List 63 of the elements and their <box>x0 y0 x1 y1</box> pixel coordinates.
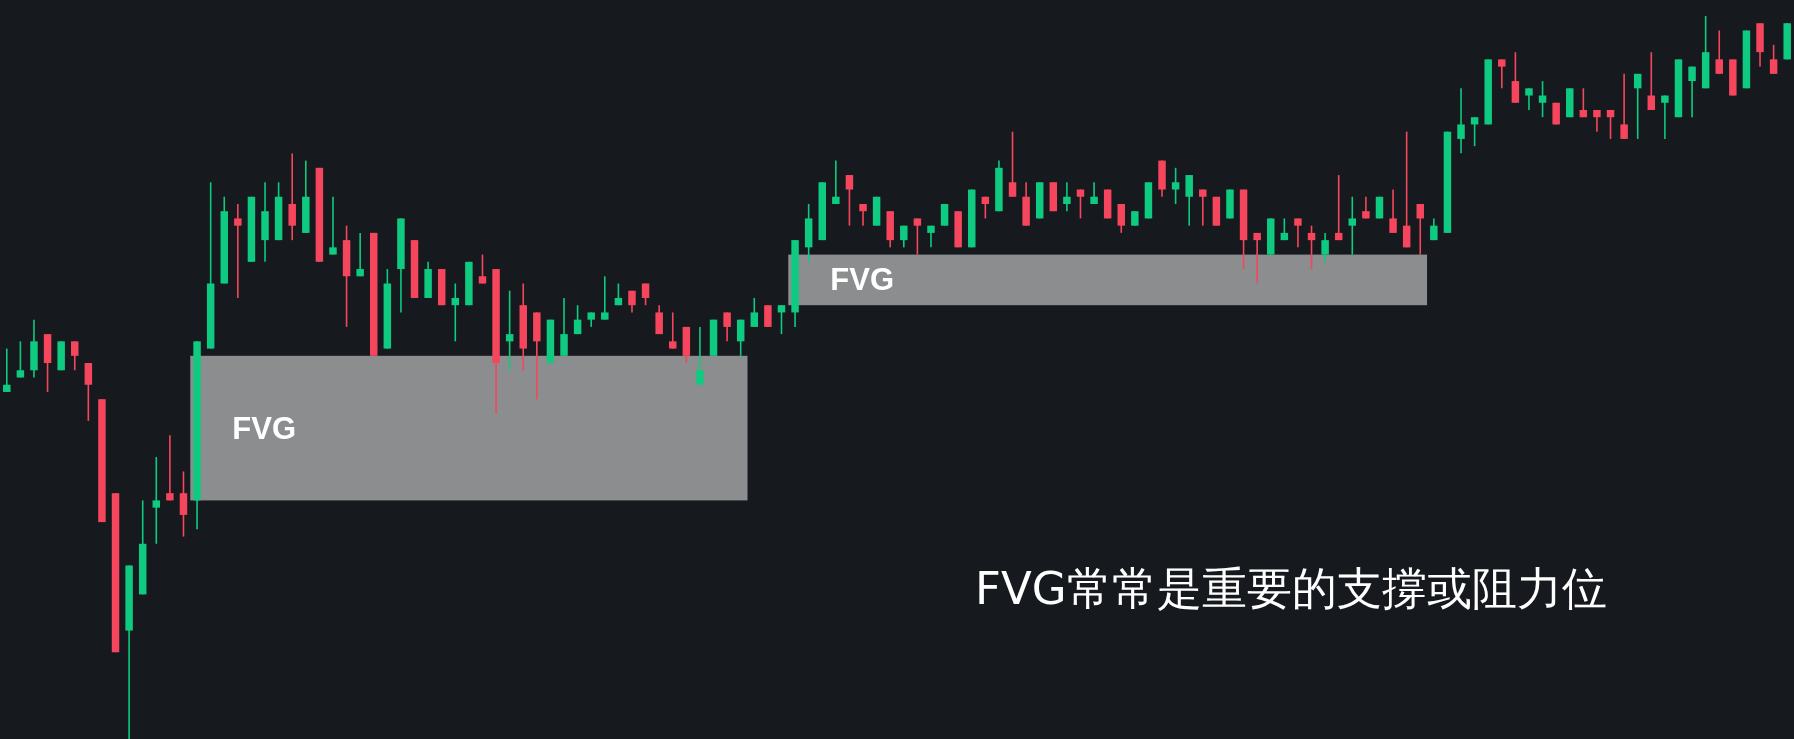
candlestick <box>696 326 704 386</box>
candlestick <box>1525 87 1533 111</box>
candlestick <box>1769 44 1778 75</box>
candlestick <box>1171 167 1180 205</box>
candlestick <box>1253 232 1261 285</box>
candlestick <box>16 340 25 379</box>
candlestick <box>764 304 772 328</box>
candlestick <box>1199 188 1207 227</box>
candlestick <box>655 304 663 335</box>
candlestick <box>505 289 514 372</box>
candlestick <box>166 434 174 502</box>
candlestick <box>179 470 188 538</box>
candlestick <box>1294 217 1302 249</box>
candlestick <box>71 340 79 372</box>
candlestick <box>1498 58 1506 90</box>
candlestick <box>1511 51 1520 104</box>
candlestick <box>723 311 731 343</box>
candlestick <box>84 362 93 422</box>
candlestick <box>750 297 759 328</box>
candlestick <box>3 347 11 393</box>
band-label: FVG <box>232 410 297 446</box>
candlestick <box>1633 73 1642 140</box>
candlestick <box>288 152 296 241</box>
candlestick <box>1661 94 1669 140</box>
candlestick <box>356 232 364 278</box>
candlestick <box>1117 203 1125 234</box>
candlestick <box>451 282 460 343</box>
candlestick <box>560 297 568 357</box>
candlestick <box>601 275 609 321</box>
candlestick <box>777 304 786 335</box>
candlestick <box>1389 188 1397 234</box>
candlestick <box>1538 80 1547 119</box>
candlestick <box>1334 174 1343 241</box>
candlestick <box>1348 195 1357 256</box>
candlestick <box>1470 116 1479 147</box>
candlestick <box>1008 130 1017 198</box>
candlestick <box>1063 181 1071 213</box>
candlestick <box>234 203 242 299</box>
candlestick <box>832 159 840 205</box>
candlestick <box>329 195 337 256</box>
candlestick <box>1457 87 1465 155</box>
candlestick <box>1321 232 1329 263</box>
candlestick <box>1647 51 1656 111</box>
candlestick <box>1307 224 1316 270</box>
band-label: FVG <box>830 262 895 298</box>
candlestick <box>736 318 745 357</box>
candlestick <box>1185 174 1193 227</box>
candlestick <box>845 174 854 227</box>
candlestick <box>1090 181 1098 205</box>
annotation: FVG常常是重要的支撐或阻力位 <box>975 562 1607 615</box>
candlestick <box>1688 65 1696 119</box>
candlestick <box>1620 73 1628 140</box>
candlestick <box>1715 29 1723 75</box>
candlestick <box>1402 130 1411 249</box>
candlestick <box>478 253 487 285</box>
candlestick <box>1076 188 1085 220</box>
candlestick <box>913 217 922 256</box>
candlestick <box>152 456 161 545</box>
candlestick <box>1416 203 1424 256</box>
candlestick <box>1579 87 1588 119</box>
candlestick <box>573 304 582 335</box>
candlestick <box>1606 109 1615 140</box>
candlestick <box>669 311 677 350</box>
